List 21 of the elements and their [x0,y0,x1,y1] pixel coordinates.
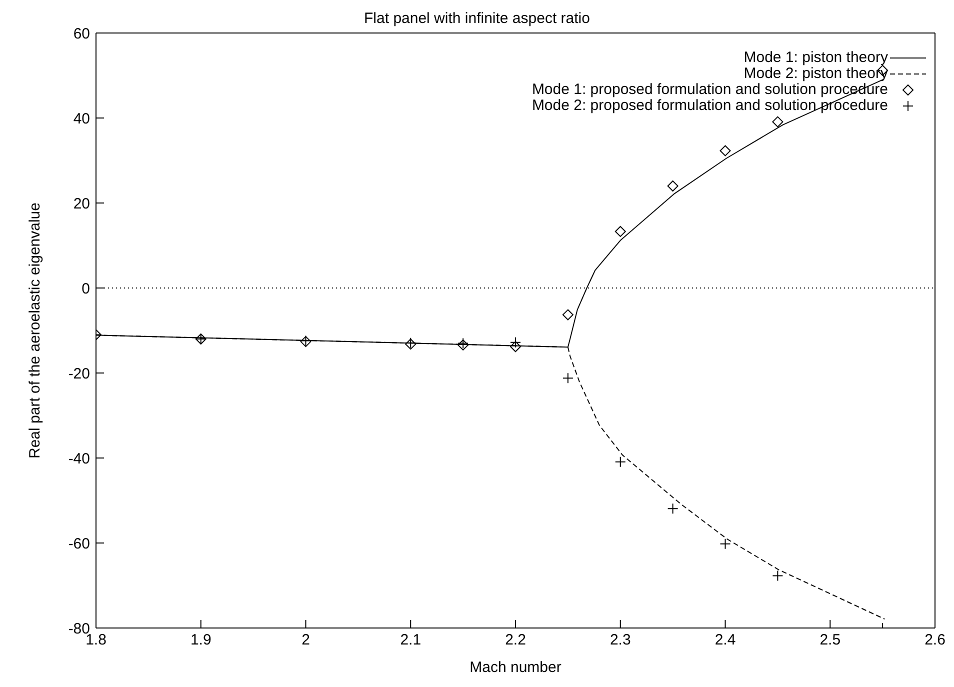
y-tick-label: 20 [73,195,90,212]
legend-label: Mode 1: piston theory [744,49,888,66]
x-tick-label: 2.2 [505,632,526,649]
x-tick-label: 2 [302,632,310,649]
legend-label: Mode 2: piston theory [744,65,888,82]
y-tick-label: 60 [73,25,90,42]
y-axis-title: Real part of the aeroelastic eigenvalue [26,202,44,458]
x-axis-title: Mach number [470,659,562,676]
x-tick-label: 2.1 [400,632,422,649]
x-tick-label: 1.9 [190,632,212,649]
y-tick-label: -60 [68,535,90,552]
y-tick-label: -20 [68,365,90,382]
y-tick-label: 40 [73,110,90,128]
x-tick-label: 2.6 [924,632,946,649]
chart-title: Flat panel with infinite aspect ratio [363,10,591,27]
legend-label: Mode 2: proposed formulation and solution procedure [532,97,888,114]
x-tick-label: 2.4 [714,632,736,649]
y-tick-label: -40 [68,450,90,468]
x-tick-label: 2.5 [820,632,841,649]
y-tick-label: 0 [82,280,90,298]
x-tick-label: 2.3 [610,632,631,649]
